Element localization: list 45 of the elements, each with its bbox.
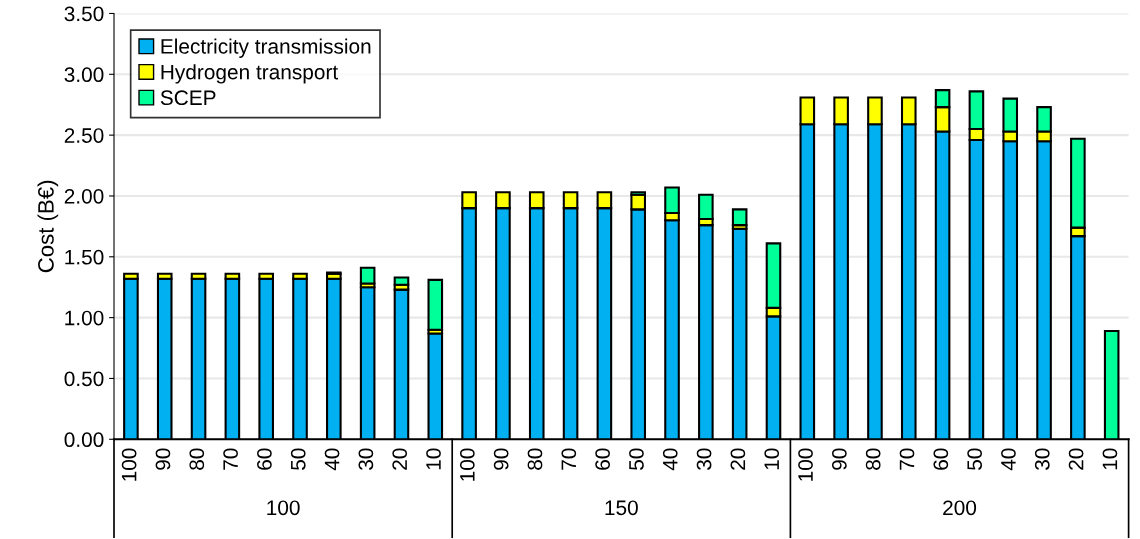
y-tick-label: 1.50 [65,249,104,265]
x-tick-label: 20 [392,448,408,470]
x-tick-label: 70 [561,448,577,470]
x-tick-label: 10 [426,448,441,470]
x-tick-label: 100 [798,448,813,481]
x-tick-label: 90 [493,448,509,470]
x-tick-label: 70 [899,448,915,470]
x-tick-label: 50 [629,448,644,470]
x-tick-label: 40 [324,448,340,471]
x-tick-label: 10 [764,448,780,470]
y-tick-label: 3.00 [64,67,104,83]
x-tick-label: 30 [696,448,712,470]
y-tick-label: 3.50 [64,6,104,22]
y-tick-label: 2.50 [64,128,104,143]
x-tick-label: 10 [1102,448,1118,470]
y-tick-label: 0.50 [64,371,104,387]
x-tick-label: 50 [967,448,982,470]
x-tick-label: 80 [527,448,543,470]
x-tick-label: 40 [662,448,678,471]
x-tick-label: 90 [831,448,847,470]
x-tick-label: 60 [595,448,610,470]
y-tick-label: 1.00 [65,310,104,326]
text: 150 [605,500,638,516]
x-tick-label: 80 [189,448,205,470]
x-tick-label: 60 [933,448,949,470]
x-tick-label: 50 [290,448,306,470]
text: 100 [267,500,300,516]
x-tick-label: 60 [257,448,272,470]
text: 200 [943,500,977,516]
x-tick-label: 90 [155,448,171,470]
legend-label: Electricity transmission [161,38,371,58]
legend-label: SCEP [160,90,216,106]
y-tick-label: 2.00 [64,188,104,204]
x-tick-label: 80 [865,448,881,470]
x-tick-label: 20 [1068,448,1084,470]
x-tick-label: 20 [730,448,746,470]
x-tick-label: 100 [121,448,137,481]
x-tick-label: 30 [1034,448,1050,470]
legend-label: Hydrogen transport [161,64,339,84]
x-tick-label: 100 [459,448,475,481]
x-tick-label: 70 [223,448,238,470]
x-tick-label: 40 [1001,448,1016,471]
y-axis-title: Cost (B€) [37,180,59,273]
y-tick-label: 0.00 [64,432,104,448]
x-tick-label: 30 [358,448,374,470]
